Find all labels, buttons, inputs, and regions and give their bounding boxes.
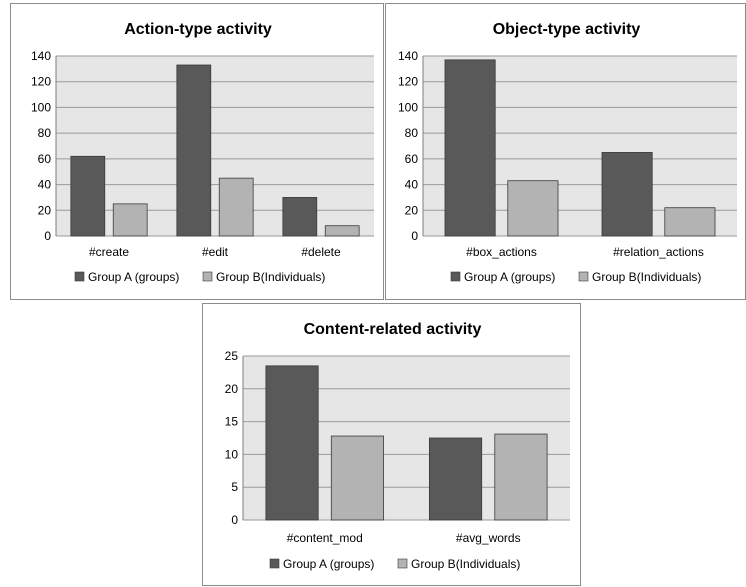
- y-tick-label: 80: [38, 126, 52, 140]
- x-category-label: #content_mod: [287, 531, 363, 545]
- bar-group-a: [265, 365, 319, 521]
- legend-swatch-group-b: [202, 271, 213, 282]
- bar-group-a: [601, 152, 653, 237]
- legend-swatch-group-a: [269, 558, 280, 569]
- plot-area: [56, 56, 374, 236]
- y-tick-label: 25: [225, 349, 239, 363]
- y-tick-label: 0: [231, 513, 238, 527]
- y-tick-label: 40: [405, 178, 419, 192]
- legend-swatch-group-b: [578, 271, 589, 282]
- legend-label-group-a: Group A (groups): [464, 270, 555, 284]
- y-tick-label: 0: [411, 229, 418, 243]
- bar-group-b: [494, 433, 548, 521]
- y-tick-label: 10: [225, 447, 239, 461]
- bar-group-b: [112, 203, 148, 237]
- legend-swatch-group-b: [397, 558, 408, 569]
- legend-label-group-b: Group B(Individuals): [216, 270, 325, 284]
- bar-group-a: [176, 64, 212, 237]
- chart-panel-action-type: Action-type activity 0 20 40 60 80 100 120 140 #c…: [10, 3, 384, 300]
- bar-group-a: [70, 155, 106, 237]
- x-category-label: #relation_actions: [613, 245, 704, 259]
- bar-group-a: [444, 59, 496, 237]
- bar-group-b: [664, 207, 716, 237]
- bar-group-a: [428, 437, 483, 521]
- y-tick-label: 140: [31, 49, 51, 63]
- y-tick-label: 100: [398, 100, 418, 114]
- y-tick-label: 15: [225, 415, 239, 429]
- chart-title: Object-type activity: [493, 21, 641, 38]
- chart-title: Action-type activity: [124, 21, 272, 38]
- bar-group-b: [218, 177, 254, 237]
- legend-label-group-a: Group A (groups): [88, 270, 179, 284]
- legend-swatch-group-a: [74, 271, 85, 282]
- y-tick-label: 40: [38, 178, 52, 192]
- y-tick-label: 140: [398, 49, 418, 63]
- x-category-label: #delete: [301, 245, 341, 259]
- chart-title: Content-related activity: [304, 321, 482, 338]
- x-category-label: #create: [89, 245, 129, 259]
- y-tick-label: 60: [405, 152, 419, 166]
- bar-group-b: [330, 435, 385, 521]
- legend-label-group-a: Group A (groups): [283, 557, 374, 571]
- chart-svg-object-type: Object-type activity 0 20 40 60 80 100 120 140 #b…: [398, 21, 737, 284]
- legend-swatch-group-a: [450, 271, 461, 282]
- y-tick-label: 100: [31, 100, 51, 114]
- chart-svg-action-type: Action-type activity 0 20 40 60 80 100 120 140 #c…: [31, 21, 374, 284]
- bar-group-b: [324, 225, 360, 237]
- y-tick-label: 5: [231, 480, 238, 494]
- y-tick-label: 120: [398, 75, 418, 89]
- y-tick-label: 120: [31, 75, 51, 89]
- legend-label-group-b: Group B(Individuals): [592, 270, 701, 284]
- bar-group-a: [282, 197, 318, 237]
- x-category-label: #avg_words: [456, 531, 521, 545]
- chart-svg-content-related: Content-related activity 0 5 10 15 20 25 #conte…: [225, 321, 570, 571]
- y-tick-label: 20: [405, 203, 419, 217]
- y-tick-label: 0: [44, 229, 51, 243]
- chart-panel-object-type: Object-type activity 0 20 40 60 80 100 120 140 #b…: [385, 3, 746, 300]
- y-tick-label: 80: [405, 126, 419, 140]
- y-tick-label: 60: [38, 152, 52, 166]
- bar-group-b: [507, 180, 559, 237]
- y-tick-label: 20: [38, 203, 52, 217]
- y-tick-label: 20: [225, 382, 239, 396]
- legend-label-group-b: Group B(Individuals): [411, 557, 520, 571]
- x-category-label: #edit: [202, 245, 229, 259]
- x-category-label: #box_actions: [466, 245, 537, 259]
- chart-panel-content-related: Content-related activity 0 5 10 15 20 25 #conte…: [202, 303, 581, 586]
